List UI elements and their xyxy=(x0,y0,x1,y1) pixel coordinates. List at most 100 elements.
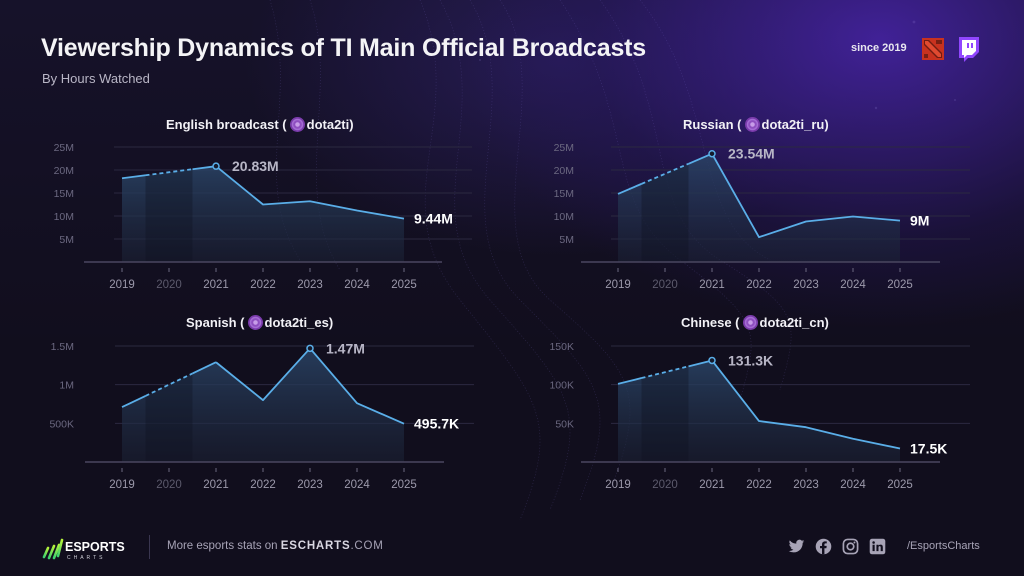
twitch-icon xyxy=(959,37,979,62)
x-tick-label: 2022 xyxy=(250,279,276,291)
chart-title-spanish: Spanish ( dota2ti_es) xyxy=(186,315,333,330)
y-tick-label: 5M xyxy=(59,234,74,246)
esports-charts-logo[interactable]: ESPORTS CHARTS xyxy=(41,537,136,566)
x-tick-label: 2020 xyxy=(652,279,678,291)
y-tick-label: 10M xyxy=(554,211,574,223)
x-tick-label: 2020 xyxy=(652,479,678,491)
y-tick-label: 25M xyxy=(54,142,74,154)
gap-year-band xyxy=(641,366,689,462)
series-line-segment xyxy=(617,377,642,385)
x-tick-label: 2025 xyxy=(391,479,417,491)
y-tick-label: 1M xyxy=(59,380,74,392)
y-tick-label: 25M xyxy=(554,142,574,154)
chart-title-chinese: Chinese ( dota2ti_cn) xyxy=(681,315,829,330)
y-tick-label: 15M xyxy=(54,188,74,200)
gap-year-band xyxy=(145,169,193,262)
channel-name[interactable]: dota2ti_es) xyxy=(264,315,334,330)
series-line-segment xyxy=(688,359,713,368)
x-tick-label: 2020 xyxy=(156,479,182,491)
end-value-label: 495.7K xyxy=(414,416,459,432)
site-link-suffix[interactable]: .COM xyxy=(350,540,384,552)
peak-value-label: 131.3K xyxy=(728,352,773,368)
channel-name[interactable]: dota2ti) xyxy=(306,117,354,132)
x-tick-label: 2023 xyxy=(297,279,323,291)
footer-promo: More esports stats on ESCHARTS.COM xyxy=(167,540,384,552)
series-line-segment xyxy=(688,152,713,165)
site-link-bold[interactable]: ESCHARTS xyxy=(280,540,351,552)
end-value-label: 17.5K xyxy=(910,440,947,456)
peak-value-label: 1.47M xyxy=(326,340,365,356)
y-tick-label: 15M xyxy=(554,188,574,200)
chart-title-text: Spanish ( xyxy=(186,315,245,330)
y-tick-label: 150K xyxy=(549,341,574,353)
peak-value-label: 20.83M xyxy=(232,158,279,174)
peak-marker xyxy=(212,162,220,170)
x-tick-label: 2024 xyxy=(344,279,370,291)
chart-title-russian: Russian ( dota2ti_ru) xyxy=(683,117,829,132)
social-handle[interactable]: /EsportsCharts xyxy=(907,540,980,552)
series-line-segment xyxy=(121,174,146,180)
y-tick-label: 10M xyxy=(54,211,74,223)
x-tick-label: 2019 xyxy=(605,479,631,491)
end-value-label: 9.44M xyxy=(414,211,453,227)
area-fill xyxy=(618,153,900,262)
dota2-icon xyxy=(922,38,944,60)
svg-text:ESPORTS: ESPORTS xyxy=(65,540,125,554)
x-tick-label: 2023 xyxy=(793,479,819,491)
svg-text:CHARTS: CHARTS xyxy=(67,555,105,561)
series-line-segment xyxy=(192,165,217,171)
chart-title-text: Chinese ( xyxy=(681,315,740,330)
x-tick-label: 2019 xyxy=(109,479,135,491)
chart-title-text: English broadcast ( xyxy=(166,117,287,132)
y-tick-label: 5M xyxy=(559,234,574,246)
channel-name[interactable]: dota2ti_ru) xyxy=(761,117,829,132)
page-title: Viewership Dynamics of TI Main Official … xyxy=(41,34,647,62)
series-line-dashed xyxy=(641,162,689,185)
channel-name[interactable]: dota2ti_cn) xyxy=(759,315,829,330)
area-fill xyxy=(618,360,900,462)
x-tick-label: 2021 xyxy=(203,279,229,291)
x-tick-label: 2023 xyxy=(297,479,323,491)
x-tick-label: 2019 xyxy=(109,279,135,291)
gap-year-band xyxy=(641,163,689,262)
x-tick-label: 2023 xyxy=(793,279,819,291)
promo-text: More esports stats on xyxy=(167,540,281,552)
series-line-segment xyxy=(617,183,642,195)
channel-avatar-icon xyxy=(289,117,305,132)
x-tick-label: 2020 xyxy=(156,279,182,291)
series-line-dashed xyxy=(641,365,689,379)
channel-avatar-icon xyxy=(247,315,263,330)
series-line-dashed xyxy=(145,372,193,397)
y-tick-label: 100K xyxy=(549,380,574,392)
twitter-icon[interactable] xyxy=(788,538,805,555)
series-line-segment xyxy=(192,361,217,375)
chart-title-text: Russian ( xyxy=(683,117,742,132)
y-tick-label: 20M xyxy=(554,165,574,177)
chart-title-english: English broadcast ( dota2ti) xyxy=(166,117,354,132)
x-tick-label: 2025 xyxy=(887,479,913,491)
y-tick-label: 500K xyxy=(49,418,74,430)
y-tick-label: 50K xyxy=(555,418,574,430)
linkedin-icon[interactable] xyxy=(869,538,886,555)
instagram-icon[interactable] xyxy=(842,538,859,555)
y-tick-label: 1.5M xyxy=(51,341,74,353)
area-fill xyxy=(122,166,404,262)
y-tick-label: 20M xyxy=(54,165,74,177)
x-tick-label: 2021 xyxy=(699,479,725,491)
x-tick-label: 2022 xyxy=(746,479,772,491)
series-line-dashed xyxy=(145,168,193,177)
x-tick-label: 2024 xyxy=(344,479,370,491)
facebook-icon[interactable] xyxy=(815,538,832,555)
peak-marker xyxy=(708,356,716,365)
peak-marker xyxy=(306,344,314,353)
gap-year-band xyxy=(145,373,193,462)
x-tick-label: 2022 xyxy=(746,279,772,291)
peak-marker xyxy=(708,149,716,158)
end-value-label: 9M xyxy=(910,213,929,229)
x-tick-label: 2025 xyxy=(391,279,417,291)
series-line-segment xyxy=(121,395,146,408)
page-subtitle: By Hours Watched xyxy=(42,71,150,86)
channel-avatar-icon xyxy=(744,117,760,132)
